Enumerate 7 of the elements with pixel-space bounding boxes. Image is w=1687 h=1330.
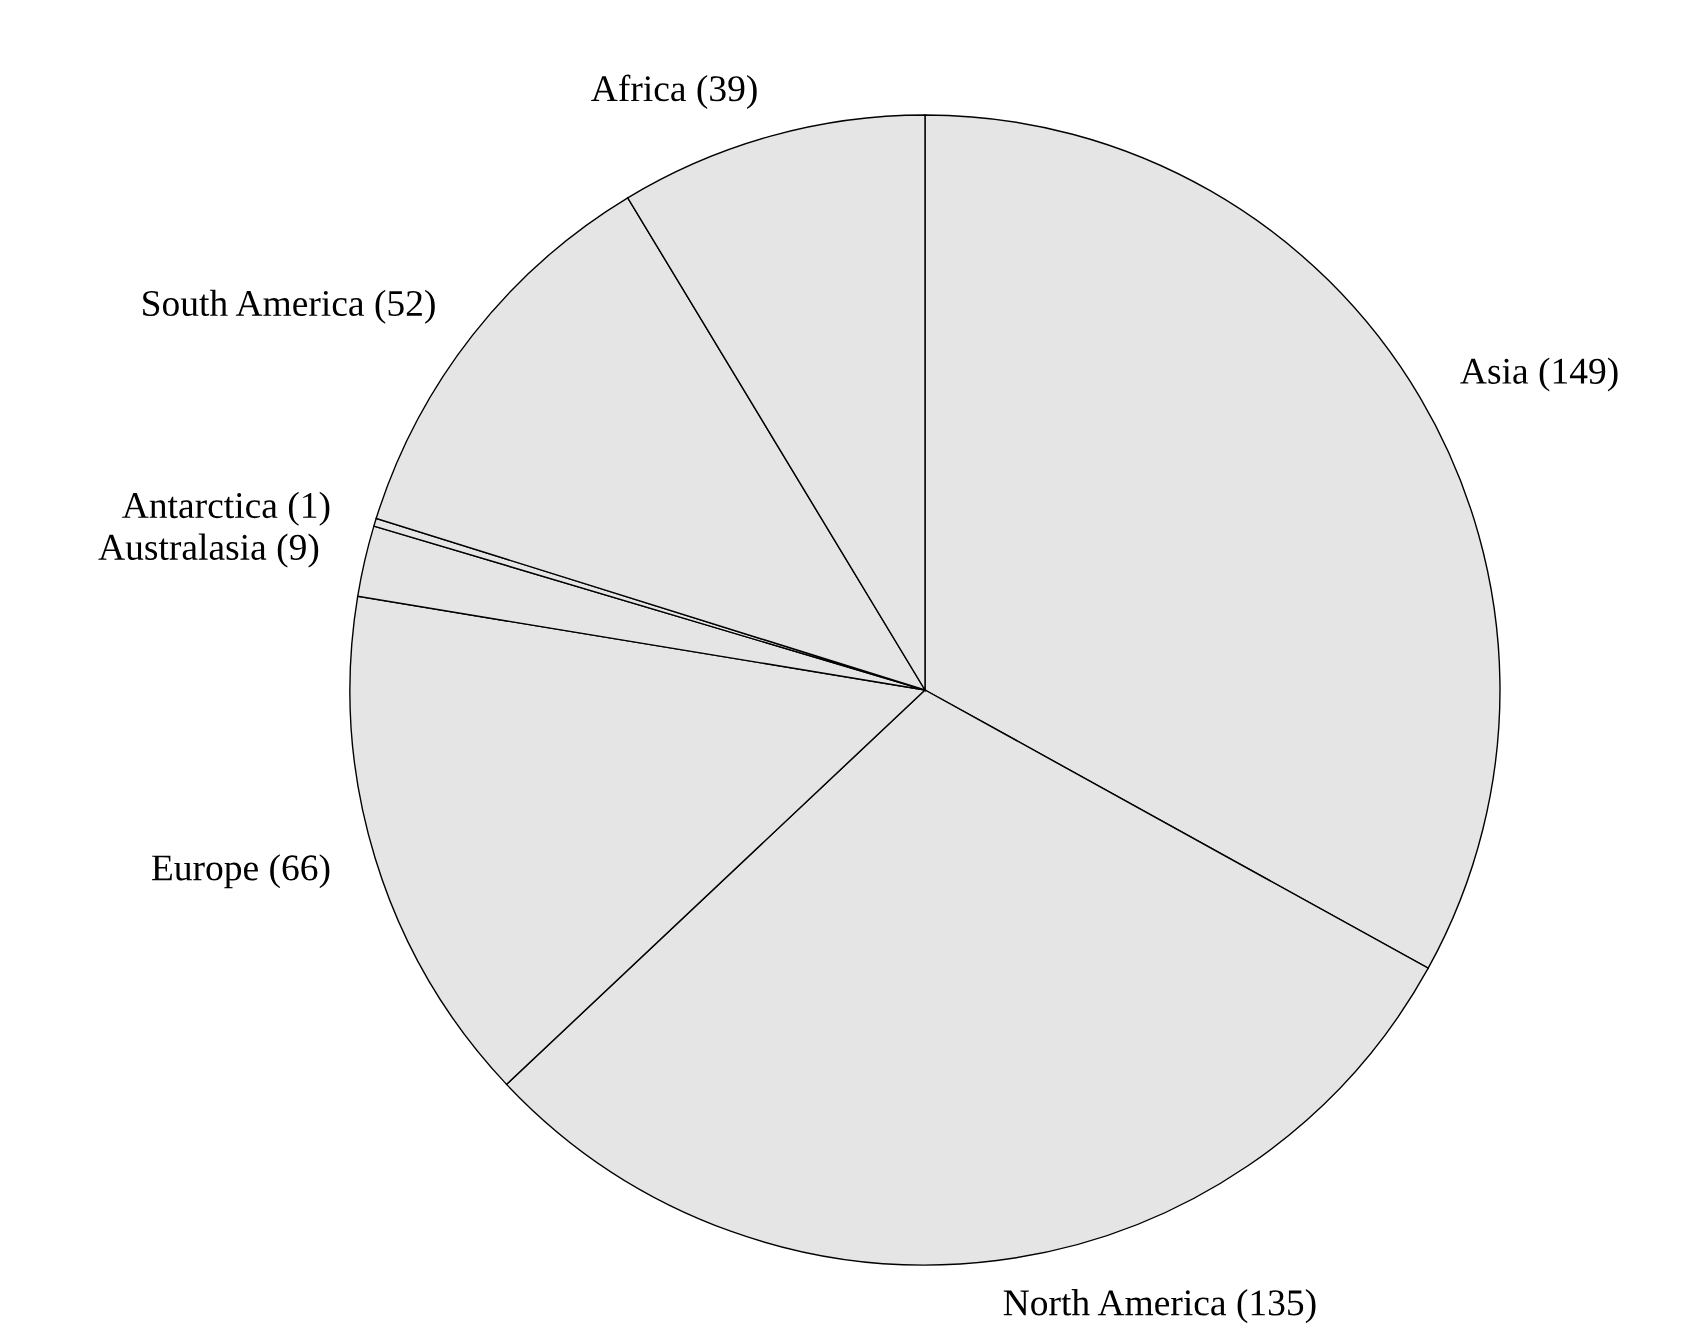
slice-label: Africa (39) (591, 74, 757, 109)
slice-label: Asia (149) (1460, 357, 1618, 392)
slice-label: Europe (66) (151, 854, 330, 889)
slice-label: South America (52) (143, 289, 435, 324)
slice-label: North America (135) (1003, 1289, 1316, 1324)
slice-label: Antarctica (1) (122, 491, 330, 526)
slice-label: Australasia (9) (98, 533, 319, 568)
